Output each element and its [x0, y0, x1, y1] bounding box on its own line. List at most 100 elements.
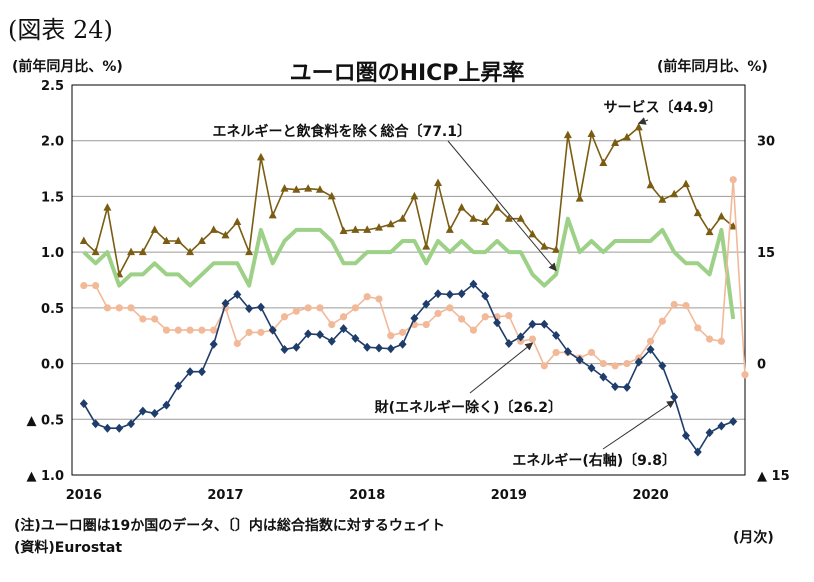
- point-services: [705, 227, 714, 236]
- left-tick-label: ▲ 0.5: [26, 413, 64, 428]
- point-services: [563, 130, 572, 139]
- point-goods: [587, 348, 596, 357]
- point-energy: [634, 357, 643, 367]
- annotation-energy: エネルギー(右軸)〔9.8〕: [512, 452, 676, 469]
- point-services: [398, 214, 407, 222]
- point-energy: [587, 363, 596, 373]
- point-goods: [328, 320, 336, 329]
- point-goods: [115, 304, 123, 312]
- point-services: [540, 242, 549, 250]
- point-goods: [351, 304, 359, 312]
- left-tick-label: 2.0: [41, 135, 64, 150]
- point-goods: [729, 176, 737, 184]
- point-energy: [457, 289, 466, 299]
- point-energy: [469, 279, 478, 289]
- series-line-core: [82, 216, 736, 320]
- point-services: [670, 189, 679, 198]
- point-services: [622, 132, 631, 141]
- point-goods: [717, 337, 725, 345]
- right-axis-unit: (前年同月比、%): [657, 59, 768, 75]
- point-services: [256, 152, 265, 161]
- point-energy: [575, 355, 584, 365]
- point-services: [268, 210, 277, 219]
- point-services: [422, 242, 431, 250]
- point-energy: [504, 339, 513, 349]
- right-tick-label: 30: [757, 135, 775, 150]
- point-energy: [221, 298, 230, 308]
- point-energy: [705, 428, 714, 438]
- point-services: [197, 236, 206, 244]
- point-goods: [387, 332, 395, 340]
- point-goods: [458, 315, 466, 323]
- point-services: [504, 214, 513, 222]
- point-services: [693, 208, 702, 217]
- annotation-goods: 財(エネルギー除く)〔26.2〕: [374, 399, 562, 416]
- chart-title: ユーロ圏のHICP上昇率: [289, 61, 525, 86]
- point-goods: [705, 335, 714, 343]
- point-goods: [245, 328, 253, 336]
- point-services: [103, 203, 112, 211]
- point-goods: [127, 304, 135, 312]
- left-tick-label: 2.5: [41, 79, 64, 94]
- x-tick-label: 2016: [66, 488, 102, 503]
- point-energy: [233, 289, 242, 299]
- point-services: [374, 223, 383, 231]
- point-energy: [646, 344, 655, 354]
- point-services: [292, 185, 301, 193]
- point-energy: [280, 344, 289, 354]
- point-goods: [280, 313, 289, 321]
- series-lines: [79, 122, 749, 457]
- point-goods: [151, 315, 159, 323]
- point-goods: [162, 326, 171, 334]
- point-goods: [694, 324, 702, 332]
- point-goods: [623, 359, 631, 368]
- point-goods: [552, 348, 560, 357]
- point-goods: [304, 304, 312, 312]
- point-services: [91, 247, 100, 256]
- annotation-services: サービス〔44.9〕: [603, 100, 722, 116]
- x-tick-label: 2020: [632, 488, 668, 503]
- point-services: [209, 225, 218, 233]
- point-energy: [681, 431, 690, 441]
- point-energy: [434, 289, 443, 299]
- right-tick-label: 0: [757, 358, 766, 373]
- point-energy: [363, 342, 372, 352]
- point-energy: [268, 325, 277, 335]
- point-services: [315, 185, 324, 193]
- point-goods: [339, 313, 348, 321]
- point-services: [339, 226, 348, 234]
- point-goods: [670, 300, 678, 309]
- point-energy: [91, 419, 100, 429]
- point-goods: [316, 304, 324, 312]
- left-tick-label: 1.0: [41, 246, 64, 261]
- point-services: [221, 230, 230, 239]
- point-services: [552, 245, 561, 253]
- point-energy: [410, 313, 419, 323]
- point-services: [386, 219, 395, 228]
- chart-source: (資料)Eurostat: [14, 540, 123, 556]
- point-goods: [741, 371, 749, 379]
- point-energy: [528, 319, 537, 329]
- point-goods: [611, 362, 619, 370]
- right-tick-label: 15: [757, 246, 775, 261]
- annotations: サービス〔44.9〕エネルギーと飲食料を除く総合〔77.1〕財(エネルギー除く)…: [212, 100, 722, 469]
- point-energy: [327, 336, 336, 346]
- point-energy: [292, 342, 301, 352]
- point-services: [138, 247, 147, 256]
- annotation-core: エネルギーと飲食料を除く総合〔77.1〕: [212, 123, 471, 140]
- point-services: [127, 247, 136, 256]
- left-tick-label: 0.0: [41, 358, 64, 373]
- point-services: [516, 214, 525, 222]
- point-energy: [79, 399, 88, 409]
- point-services: [717, 211, 726, 220]
- point-energy: [150, 408, 159, 418]
- point-energy: [729, 417, 738, 427]
- point-services: [186, 247, 195, 256]
- point-services: [280, 184, 289, 192]
- point-goods: [505, 312, 513, 320]
- point-services: [79, 236, 88, 244]
- axes: ▲ 1.0 ▲ 0.5 0.0 0.5 1.0 1.5 2.0 2.5 ▲ 15 0 15 30 201…: [26, 79, 789, 503]
- x-tick-label: 2018: [349, 488, 385, 503]
- point-goods: [80, 281, 88, 290]
- point-services: [634, 122, 643, 131]
